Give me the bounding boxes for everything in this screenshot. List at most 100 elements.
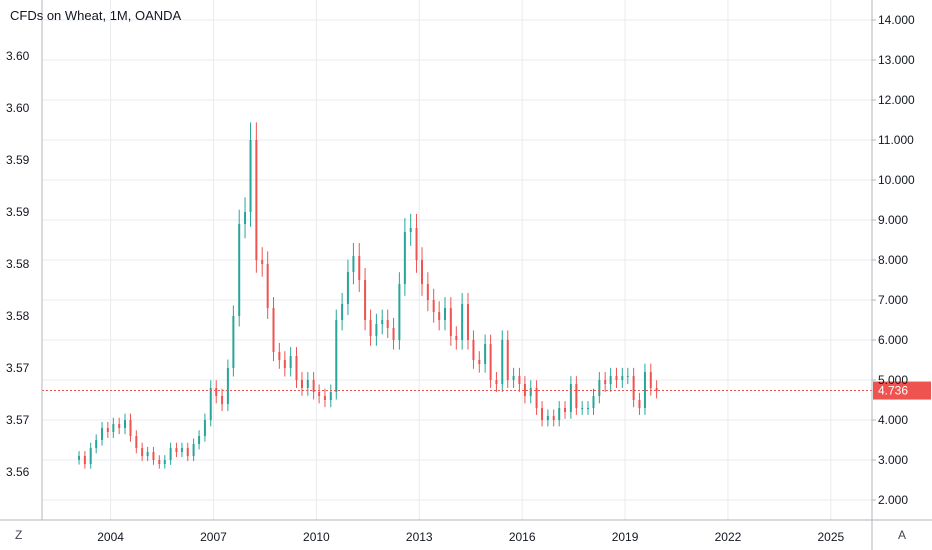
candle-body xyxy=(118,424,121,428)
left-axis-tick-label: 3.60 xyxy=(6,49,30,63)
candle-body xyxy=(261,260,264,264)
candle-body xyxy=(495,380,498,384)
candle-body xyxy=(295,356,298,380)
candle-body xyxy=(392,328,395,340)
candle-body xyxy=(112,424,115,432)
left-axis-tick-label: 3.56 xyxy=(6,465,30,479)
candle-body xyxy=(472,340,475,360)
candle-body xyxy=(535,388,538,408)
candle-body xyxy=(289,356,292,368)
candle-body xyxy=(129,420,132,436)
candle-body xyxy=(626,376,629,377)
candle-body xyxy=(106,428,109,432)
candle-body xyxy=(558,408,561,420)
candle-body xyxy=(615,376,618,380)
candle-body xyxy=(341,304,344,320)
candle-body xyxy=(643,372,646,408)
right-axis-tick-label: 4.000 xyxy=(878,413,908,427)
candle-body xyxy=(604,380,607,384)
candle-body xyxy=(403,232,406,284)
candle-body xyxy=(209,388,212,420)
candle-body xyxy=(621,376,624,380)
candle-body xyxy=(249,140,252,212)
candle-body xyxy=(135,436,138,448)
candle-body xyxy=(101,428,104,440)
candle-body xyxy=(306,380,309,388)
auto-scale-button[interactable]: A xyxy=(898,528,907,542)
candle-body xyxy=(323,396,326,400)
candle-body xyxy=(421,260,424,284)
right-axis-tick-label: 11.000 xyxy=(878,133,914,147)
candle-body xyxy=(632,376,635,400)
x-axis-tick-label: 2016 xyxy=(509,530,536,544)
candle-body xyxy=(564,408,567,412)
grid-lines xyxy=(42,0,872,520)
candle-body xyxy=(186,448,189,456)
candle-body xyxy=(609,376,612,384)
candle-body xyxy=(203,420,206,436)
candle-body xyxy=(369,320,372,336)
candle-body xyxy=(266,264,269,308)
x-axis-tick-label: 2010 xyxy=(303,530,330,544)
candle-body xyxy=(192,444,195,456)
right-axis-tick-label: 3.000 xyxy=(878,453,908,467)
candle-body xyxy=(318,392,321,396)
candle-body xyxy=(221,396,224,404)
candle-body xyxy=(89,448,92,464)
right-axis-tick-label: 7.000 xyxy=(878,293,908,307)
candle-body xyxy=(581,408,584,409)
candle-body xyxy=(484,344,487,364)
left-axis-tick-label: 3.60 xyxy=(6,101,30,115)
chart-title: CFDs on Wheat, 1M, OANDA xyxy=(10,8,182,23)
candle-body xyxy=(283,360,286,368)
candle-body xyxy=(489,344,492,380)
log-scale-button[interactable]: Z xyxy=(15,528,23,542)
candle-body xyxy=(300,380,303,388)
candle-body xyxy=(158,460,161,464)
candle-body xyxy=(375,324,378,336)
candle-body xyxy=(346,272,349,304)
right-axis-tick-label: 5.000 xyxy=(878,373,908,387)
right-axis-tick-label: 2.000 xyxy=(878,493,908,507)
candle-body xyxy=(415,228,418,260)
candle-body xyxy=(141,448,144,456)
candle-body xyxy=(180,448,183,452)
candle-body xyxy=(461,304,464,340)
right-axis-tick-label: 10.000 xyxy=(878,173,915,187)
candle-body xyxy=(364,280,367,320)
candle-body xyxy=(455,336,458,340)
candle-body xyxy=(598,380,601,396)
x-axis-tick-label: 2013 xyxy=(406,530,433,544)
candle-body xyxy=(426,284,429,300)
candle-body xyxy=(312,380,315,392)
candle-body xyxy=(358,256,361,280)
candle-body xyxy=(169,448,172,460)
candle-body xyxy=(329,392,332,400)
candle-body xyxy=(226,368,229,404)
candle-body xyxy=(638,400,641,408)
candle-body xyxy=(506,340,509,380)
candle-body xyxy=(381,320,384,324)
candle-body xyxy=(529,388,532,396)
candle-body xyxy=(238,224,241,316)
right-axis-tick-label: 14.000 xyxy=(878,13,915,27)
candle-body xyxy=(255,140,258,260)
candle-body xyxy=(443,308,446,320)
candle-body xyxy=(278,352,281,360)
left-axis-tick-label: 3.58 xyxy=(6,309,30,323)
candle-body xyxy=(244,212,247,224)
candle-body xyxy=(587,408,590,409)
candle-body xyxy=(501,340,504,384)
candle-body xyxy=(352,256,355,272)
left-axis-tick-label: 3.59 xyxy=(6,205,30,219)
right-axis-tick-label: 12.000 xyxy=(878,93,915,107)
candle-body xyxy=(649,372,652,388)
candle-body xyxy=(398,284,401,340)
candle-body xyxy=(546,416,549,420)
candle-body xyxy=(552,416,555,420)
candle-body xyxy=(541,408,544,420)
right-axis-tick-label: 13.000 xyxy=(878,53,915,67)
right-axis-tick-label: 9.000 xyxy=(878,213,908,227)
